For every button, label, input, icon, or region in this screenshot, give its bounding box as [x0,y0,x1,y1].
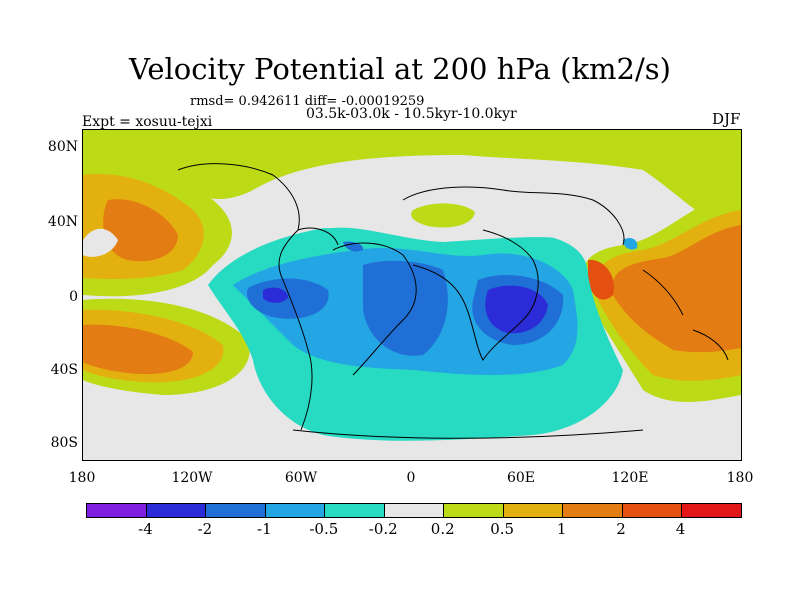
x-tick-label: 60W [284,470,318,486]
color-legend-swatch [325,504,385,517]
color-legend-label: -4 [138,520,153,538]
stats-text: rmsd= 0.942611 diff= -0.00019259 [190,94,425,109]
y-tick-label: 40S [50,362,78,378]
subtitle-text: 03.5k-03.0k - 10.5kyr-10.0kyr [306,106,517,122]
experiment-label: Expt = xosuu-tejxi [82,114,213,130]
color-legend-label: 0.5 [490,520,515,538]
color-legend-label: -0.5 [309,520,339,538]
y-tick-label: 40N [47,214,78,230]
color-legend-bar [86,503,742,518]
y-tick-label: 0 [69,289,78,305]
y-tick-label: 80N [47,139,78,155]
velocity-potential-field [83,130,741,460]
color-legend-swatch [682,504,742,517]
x-tick-label: 0 [406,470,416,486]
color-legend-label: 4 [675,520,686,538]
x-tick-label: 120E [611,470,649,486]
map-title: Velocity Potential at 200 hPa (km2/s) [129,52,671,86]
color-legend-swatch [87,504,147,517]
x-tick-label: 180 [726,470,754,486]
color-legend-swatch [384,504,445,517]
color-legend-swatch [563,504,623,517]
map-panel [82,129,742,461]
color-legend-label: 2 [616,520,626,538]
color-legend-swatch [206,504,266,517]
color-legend-swatch [503,504,564,517]
color-legend-label: -0.2 [368,520,398,538]
x-tick-label: 180 [68,470,96,486]
color-legend-swatch [622,504,683,517]
color-legend-swatch [444,504,504,517]
color-legend-label: -2 [197,520,213,538]
y-tick-label: 80S [50,435,78,451]
color-legend-swatch [265,504,326,517]
color-legend-label: 1 [556,520,567,538]
season-label: DJF [712,110,741,128]
color-legend-label: 0.2 [430,520,455,538]
color-legend-label: -1 [257,520,272,538]
x-tick-label: 60E [506,470,536,486]
color-legend-swatch [146,504,207,517]
x-tick-label: 120W [171,470,213,486]
